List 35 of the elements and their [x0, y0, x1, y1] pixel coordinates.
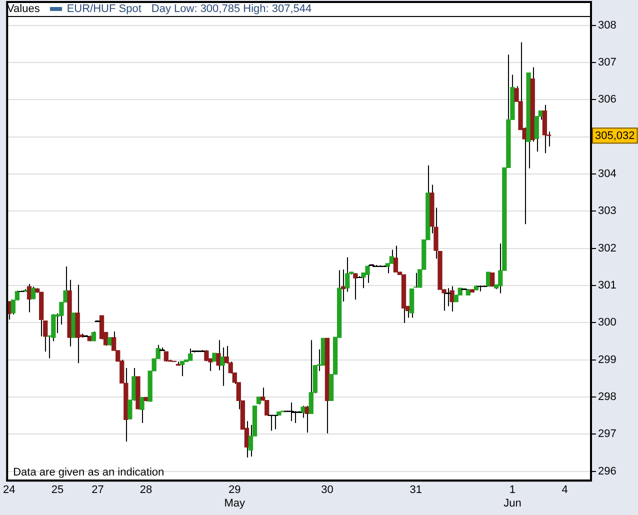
y-tick-label: 301 [598, 280, 616, 292]
candlestick [220, 347, 225, 386]
y-tick-label: 307 [598, 56, 616, 68]
candlestick [264, 400, 270, 416]
chart-title: Values [6, 3, 40, 15]
y-tick-label: 300 [598, 316, 616, 329]
candlestick [180, 360, 185, 377]
chart-subtitle: Day Low: 300,785 High: 307,544 [151, 3, 312, 15]
annotation: Data are given as an indication [13, 466, 164, 479]
x-tick-label: 1 Jun [504, 484, 522, 510]
y-tick-label: 297 [598, 428, 616, 440]
y-tick-label: 304 [598, 168, 616, 180]
x-tick-label: 28 [140, 484, 152, 496]
candlestick [216, 340, 221, 371]
y-tick-label: 302 [598, 242, 616, 254]
x-tick-label: 25 [51, 484, 64, 496]
candlestick [389, 249, 394, 264]
text: 305,032 [595, 130, 635, 142]
text: EUR/HUF Spot [66, 3, 142, 15]
candlestick [30, 286, 36, 300]
candlestick [188, 348, 193, 362]
y-tick-label: 306 [598, 94, 616, 106]
x-tick-label: 31 [410, 484, 422, 496]
y-tick-label: 298 [598, 391, 616, 404]
x-tick-label: 24 [3, 484, 16, 496]
y-tick-label: 303 [598, 205, 616, 218]
y-tick-label: 308 [598, 19, 616, 32]
x-tick-label: 29 May [224, 484, 246, 510]
candlestick [140, 396, 144, 424]
x-tick-label: 27 [92, 484, 104, 496]
candlestick [393, 245, 398, 273]
y-tick-label: 299 [598, 354, 616, 366]
x-tick-label: 30 [321, 484, 334, 496]
y-tick-label: 296 [598, 465, 616, 478]
x-tick-label: 4 [562, 484, 568, 496]
